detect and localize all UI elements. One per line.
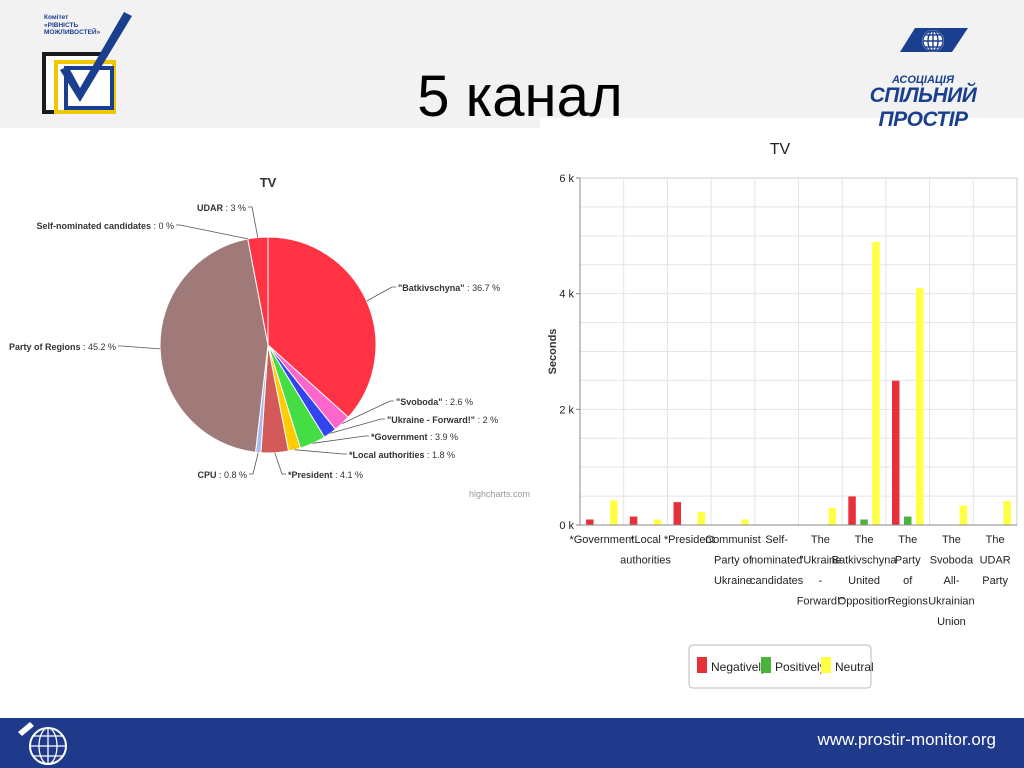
globe-logo [900,28,968,52]
committee-logo-text: Комітет «РІВНІСТЬ МОЖЛИВОСТЕЙ» [44,14,124,37]
bar-neutral [959,505,968,526]
x-tick-label: The UDAR Party [980,534,1011,587]
bar-neutral [609,499,619,526]
y-axis-label: Seconds [547,329,559,375]
bar-neutral [1002,500,1012,526]
bar-chart: TV *Government*Local authorities*Presiden… [547,141,1018,689]
logo-association-label: АСОЦІАЦІЯ [891,74,954,86]
pie-connector [312,435,369,444]
y-tick-label: 4 k [559,289,574,301]
pie-label: CPU : 0.8 % [197,470,247,480]
x-tick-label: Communist Party of Ukraine [705,534,761,587]
header-band-edge [540,118,1024,128]
pie-label: Party of Regions : 45.2 % [9,342,116,352]
bar-neutral [697,511,706,526]
x-tick-label: The Svoboda All-Ukrainian Union [928,534,974,628]
pie-label: UDAR : 3 % [197,203,246,213]
pie-slice [267,236,377,418]
bar-neutral [740,518,750,526]
pie-label: *Local authorities : 1.8 % [349,450,455,460]
pie-label: *President : 4.1 % [288,470,363,480]
globe-icon [18,722,67,765]
pie-label: "Svoboda" : 2.6 % [396,397,473,407]
bar-title: TV [770,141,791,158]
pie-connector [294,449,347,455]
x-tick-label: Self-nominated candidates [750,534,804,587]
pie-label: "Batkivschyna" : 36.7 % [398,283,500,293]
pie-connector [366,286,396,302]
pie-connector [249,452,259,475]
logo-association-name: СПІЛЬНИЙ ПРОСТІР [869,84,977,131]
legend-label[interactable]: Neutral [835,660,874,674]
pie-connector [274,452,286,475]
logo-text-line: Комітет [44,14,69,21]
y-tick-label: 6 k [559,173,574,185]
pie-label: "Ukraine - Forward!" : 2 % [387,415,498,425]
pie-connector [329,418,385,434]
bar-neutral [871,241,881,526]
pie-connector [248,206,259,238]
bar-positively [903,516,912,526]
logo-text-line: «РІВНІСТЬ [44,21,79,29]
x-tick-label: The Party of Regions [888,534,929,608]
x-tick-label: *Government [569,534,634,546]
bar-negatively [891,380,900,526]
x-tick-label: *Local authorities [620,534,671,567]
pie-credit: highcharts.com [469,489,530,499]
pie-label: Self-nominated candidates : 0 % [36,221,174,231]
legend-label[interactable]: Positively [775,660,826,674]
legend-box [688,644,872,689]
y-tick-label: 0 k [559,520,574,532]
pie-label: *Government : 3.9 % [371,432,458,442]
bar-neutral [915,287,924,526]
bar-negatively [629,516,638,526]
logo-text-line: МОЖЛИВОСТЕЙ» [44,29,101,36]
footer-band [0,718,1024,768]
y-tick-label: 2 k [559,404,574,416]
pie-connector [176,224,248,240]
x-tick-label: The Batkivschyna United Opposition [832,534,898,608]
legend-swatch [697,657,707,673]
pie-title: TV [260,175,277,190]
pie-connector [341,400,394,424]
x-tick-label: The "Ukraine -Forward!" [797,534,844,608]
bar-negatively [673,501,682,526]
committee-logo [42,12,132,114]
legend-label[interactable]: Negatively [711,660,767,674]
legend-swatch [821,657,831,673]
pie-connector [118,345,161,350]
legend-swatch [761,657,771,673]
bar-neutral [653,518,662,526]
bar-negatively [847,495,857,526]
footer-link[interactable]: www.prostir-monitor.org [817,730,996,749]
x-tick-label: *President [664,534,715,546]
slide-title: 5 канал [417,64,623,129]
pie-chart: TV "Batkivschyna" : 36.7 % "Svoboda" : 2.… [9,175,530,499]
bar-positively [859,518,869,526]
bar-neutral [828,507,837,526]
pie-slice [159,238,269,453]
bar-negatively [585,518,595,526]
header-band [0,0,1024,128]
